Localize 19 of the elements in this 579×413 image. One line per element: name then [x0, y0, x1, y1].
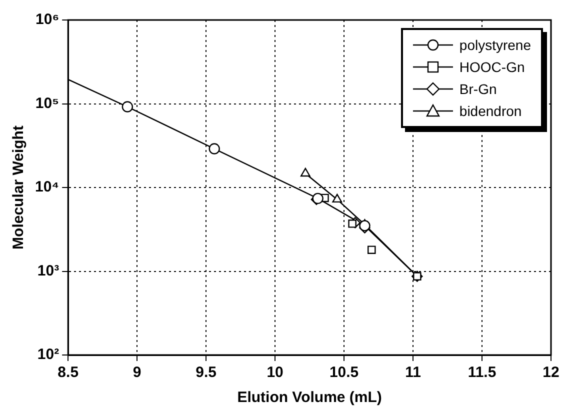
y-tick-label: 10⁶ [36, 11, 60, 28]
x-tick-label: 11 [405, 364, 421, 382]
x-tick-label: 11.5 [468, 364, 496, 382]
y-axis-title: Molecular Weight [10, 126, 28, 250]
y-tick-label: 10⁴ [34, 178, 60, 196]
legend-label: bidendron [459, 103, 522, 119]
y-tick-label: 10⁵ [35, 94, 60, 112]
y-tick-label: 10³ [37, 262, 60, 280]
x-tick-label: 9.5 [196, 364, 217, 382]
x-tick-label: 10.5 [329, 364, 359, 382]
legend-label: polystyrene [459, 37, 531, 53]
x-tick-label: 8.5 [58, 364, 79, 382]
y-tick-label: 10² [37, 346, 60, 364]
legend-label: HOOC-Gn [459, 59, 525, 75]
x-tick-label: 9 [132, 364, 142, 382]
x-axis-title: Elution Volume (mL) [237, 389, 382, 406]
x-tick-label: 12 [542, 364, 560, 382]
x-tick-label: 10 [266, 364, 284, 382]
legend-label: Br-Gn [459, 81, 497, 97]
